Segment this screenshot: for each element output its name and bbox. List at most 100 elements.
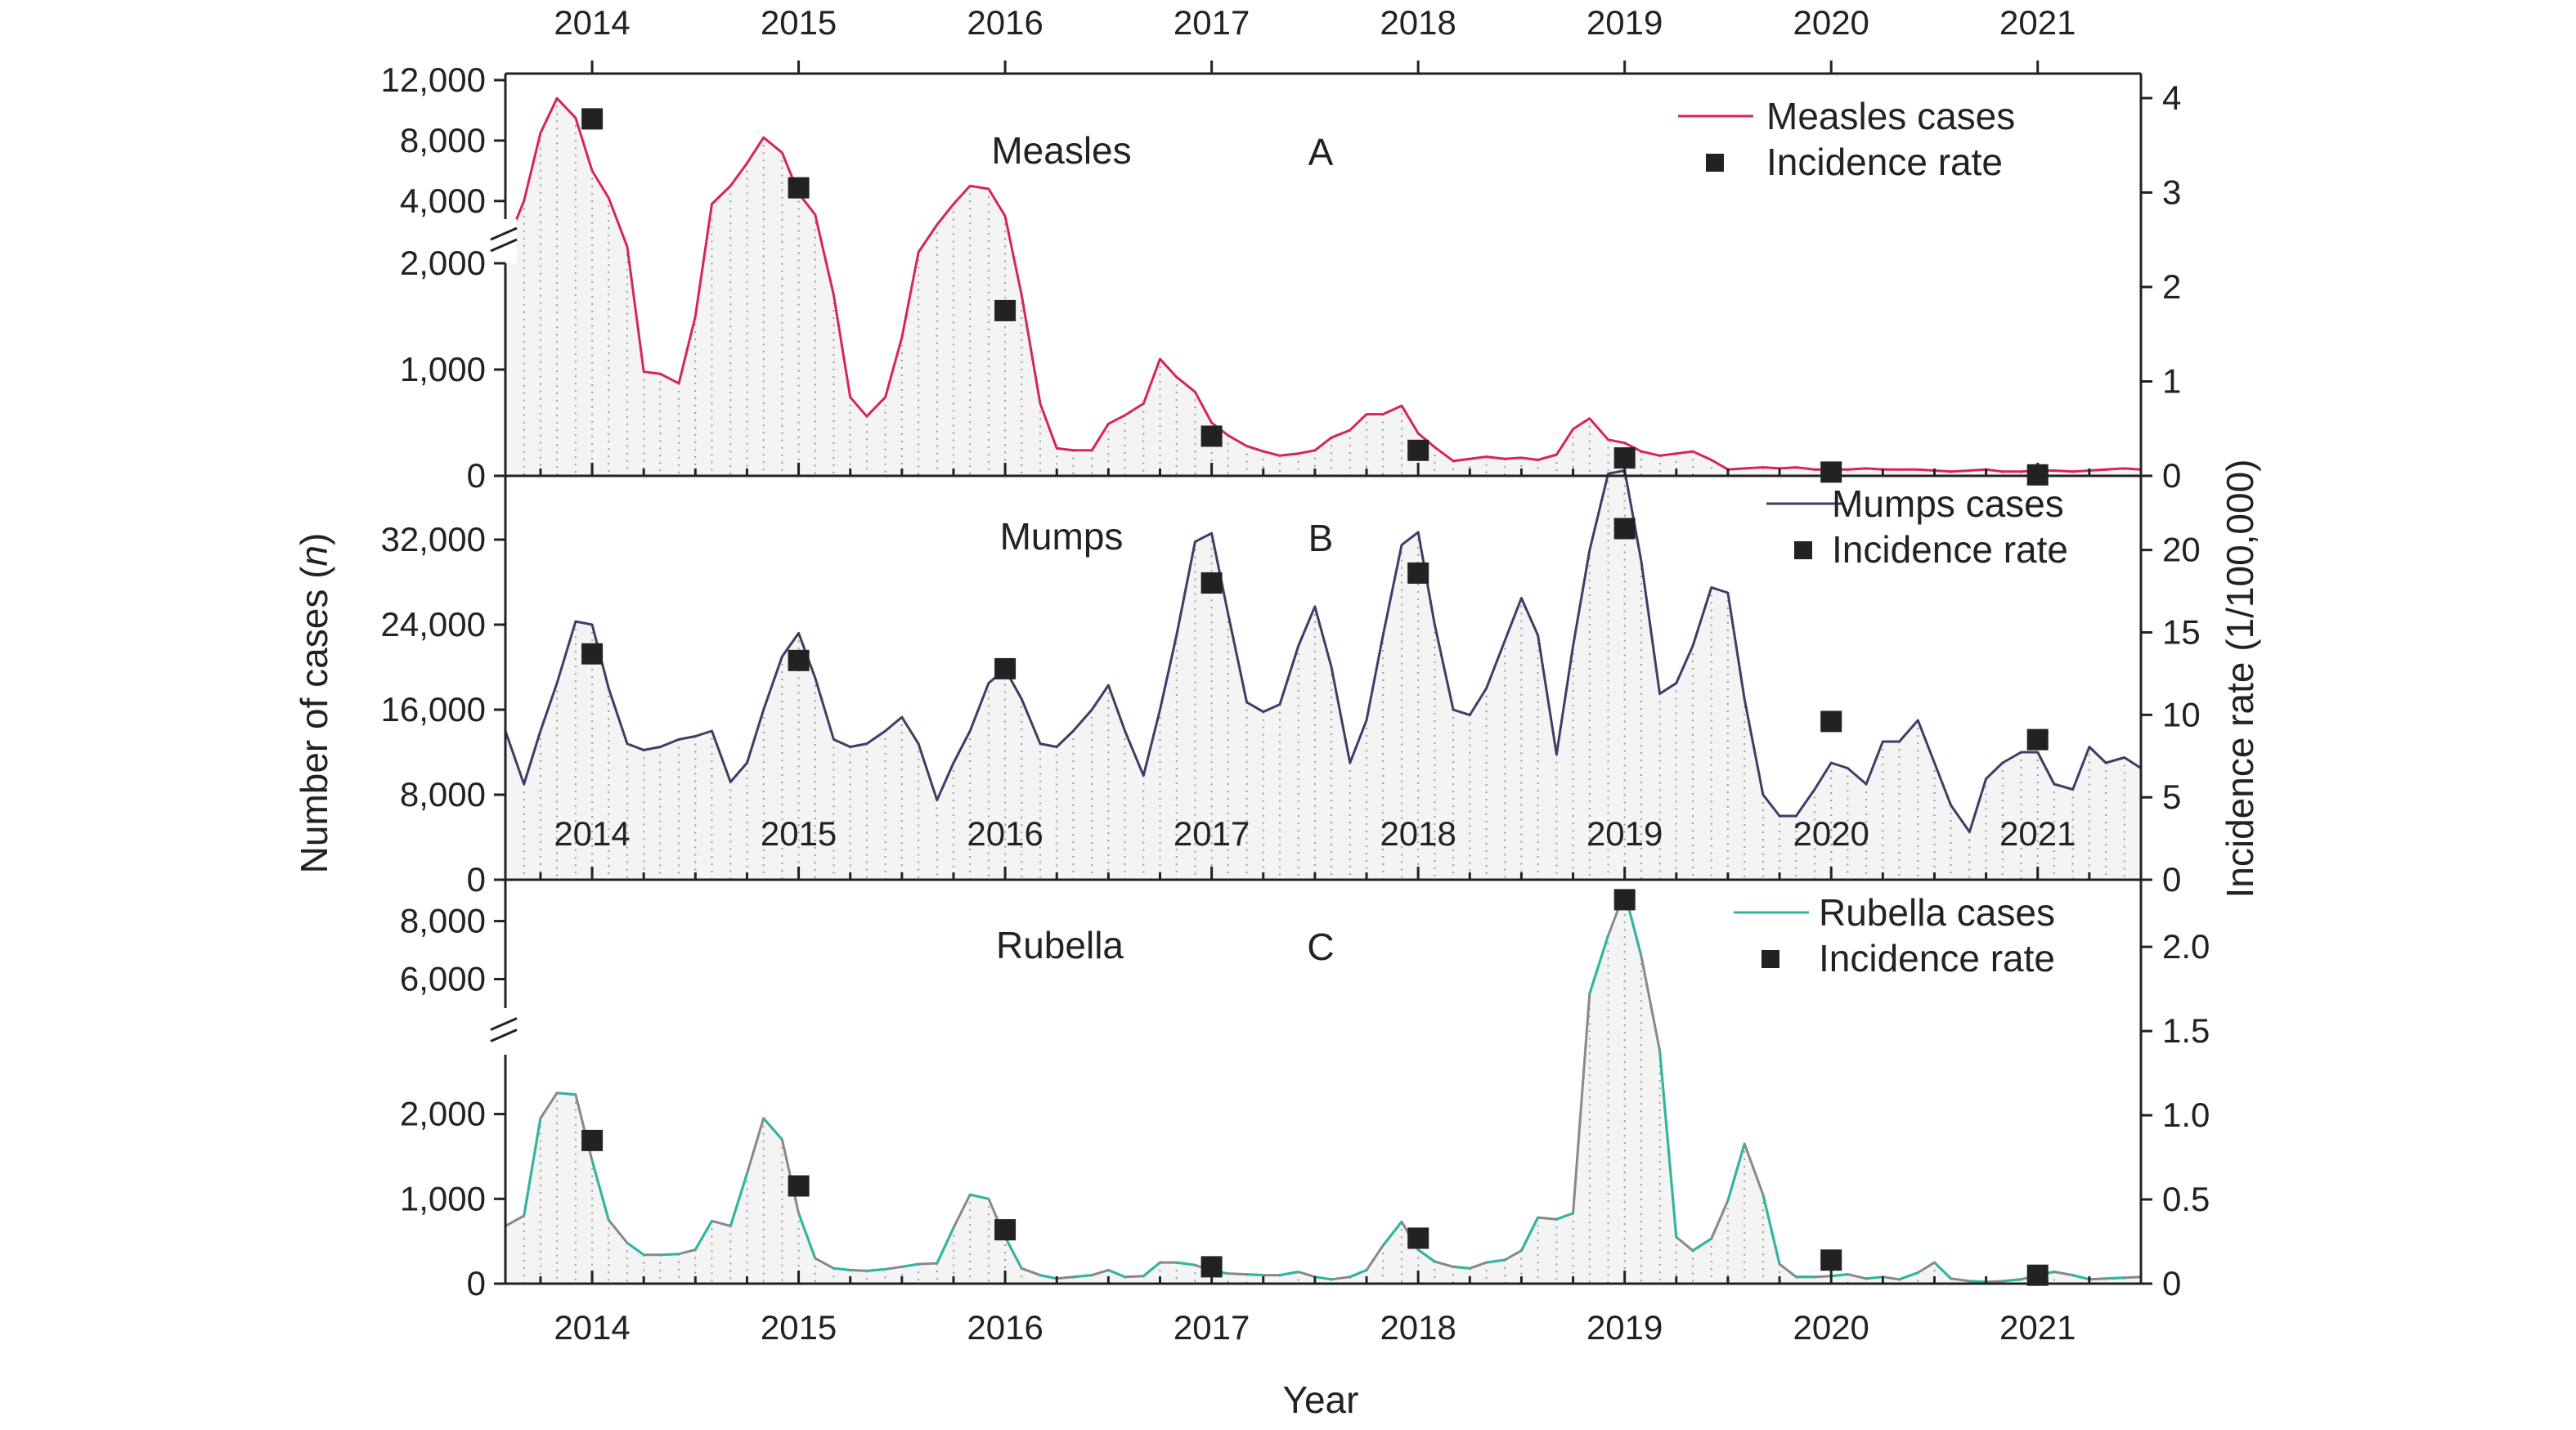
series-line-accent [729, 1172, 748, 1226]
series-line-accent [590, 1160, 610, 1221]
x-tick-label-bottom: 2015 [761, 1308, 837, 1347]
inner-year-label: 2015 [761, 814, 837, 853]
series-line-accent [2002, 1278, 2022, 1283]
y-tick-label-right: 2 [2162, 267, 2181, 306]
y-tick-label-left: 24,000 [381, 605, 486, 643]
series-lines [504, 96, 2142, 1284]
inner-year-label: 2018 [1380, 814, 1456, 853]
incidence-marker [1200, 425, 1223, 447]
incidence-marker [1407, 1227, 1429, 1249]
legend-line-label: Measles cases [1766, 95, 2015, 137]
legend-marker-swatch [1706, 154, 1724, 172]
y-tick-label-left: 1,000 [400, 350, 486, 388]
incidence-marker [788, 649, 810, 671]
x-tick-label-bottom: 2021 [1999, 1308, 2076, 1347]
y-axis-title-left: Number of cases (n) [293, 533, 335, 874]
y-tick-label-left: 6,000 [400, 960, 486, 998]
y-tick-label-right: 1.5 [2162, 1011, 2210, 1050]
series-line-accent [2106, 1276, 2125, 1280]
x-tick-label-top: 2021 [1999, 3, 2076, 42]
y-tick-label-left: 0 [467, 456, 486, 495]
series-line-accent [1486, 1258, 1506, 1264]
series-line-accent [1382, 1221, 1403, 1247]
y-tick-label-right: 5 [2162, 778, 2181, 816]
series-line-accent [1726, 1143, 1746, 1201]
series-line-accent [833, 1266, 850, 1271]
incidence-marker [994, 657, 1016, 679]
series-line-accent [1073, 1274, 1093, 1279]
series-line-accent [1176, 1261, 1196, 1266]
panel-letter-a: A [1308, 131, 1334, 173]
incidence-marker [788, 177, 810, 199]
y-tick-label-right: 0 [2162, 456, 2181, 495]
y-tick-label-right: 4 [2162, 78, 2181, 117]
y-tick-label-left: 8,000 [400, 775, 486, 814]
series-line-accent [1933, 1262, 1952, 1280]
panel-letter-b: B [1308, 517, 1334, 559]
incidence-marker [994, 1219, 1016, 1241]
x-tick-label-bottom: 2014 [554, 1308, 630, 1347]
y-axis-title-left-end: ) [293, 533, 335, 545]
series-line-accent [1107, 1269, 1126, 1279]
y-tick-label-right: 0 [2162, 1264, 2181, 1302]
area-fill-measles [505, 98, 2141, 476]
y-tick-label-left: 2,000 [400, 244, 486, 282]
series-line-accent [626, 1241, 645, 1256]
x-tick-label-bottom: 2017 [1174, 1308, 1250, 1347]
series-line-accent [1279, 1271, 1299, 1277]
legend-marker-swatch [1761, 950, 1779, 968]
y-tick-label-left: 0 [467, 1264, 486, 1302]
y-tick-label-right: 1 [2162, 362, 2181, 401]
incidence-marker [581, 108, 604, 130]
y-tick-label-left: 8,000 [400, 121, 486, 159]
x-tick-label-top: 2020 [1793, 3, 1869, 42]
series-line-accent [762, 1117, 783, 1141]
y-axis-title-right: Incidence rate (1/100,000) [2219, 459, 2261, 898]
series-line-mumps [504, 469, 2142, 833]
incidence-marker [2026, 728, 2049, 751]
y-tick-label-left: 4,000 [400, 182, 486, 220]
inner-year-label: 2020 [1793, 814, 1869, 853]
x-tick-label-bottom: 2019 [1586, 1308, 1663, 1347]
incidence-marker [1613, 889, 1636, 911]
y-tick-label-right: 0.5 [2162, 1180, 2210, 1218]
axis-break-mark [490, 1029, 518, 1042]
legend-line-label: Mumps cases [1832, 482, 2064, 525]
panel-title-rubella: Rubella [996, 924, 1124, 966]
y-tick-label-left: 2,000 [400, 1095, 486, 1133]
series-line-measles [504, 96, 2142, 473]
incidence-marker [1200, 572, 1223, 594]
panel-title-mumps: Mumps [1000, 515, 1124, 558]
x-axis-title: Year [1283, 1378, 1359, 1421]
x-tick-label-top: 2016 [967, 3, 1043, 42]
y-tick-label-right: 15 [2162, 613, 2201, 652]
y-tick-label-left: 16,000 [381, 690, 486, 728]
incidence-marker [1820, 1249, 1842, 1271]
incidence-marker [1407, 439, 1429, 461]
series-line-accent [1969, 1280, 1986, 1284]
y-tick-label-left: 1,000 [400, 1179, 486, 1217]
x-tick-label-bottom: 2020 [1793, 1308, 1869, 1347]
legend-line-label: Rubella cases [1819, 891, 2055, 934]
incidence-marker [994, 299, 1016, 321]
series-line-accent [660, 1253, 680, 1257]
incidence-marker [1407, 562, 1429, 584]
y-tick-label-right: 3 [2162, 173, 2181, 212]
y-axis-title-left-italic: n [293, 545, 335, 567]
series-line-accent [1039, 1274, 1057, 1280]
series-line-accent [969, 1193, 990, 1200]
series-line-accent [1831, 1273, 1848, 1278]
incidence-marker [788, 1175, 810, 1197]
incidence-marker [1613, 518, 1636, 540]
incidence-marker [581, 643, 604, 665]
legend-marker-swatch [1794, 541, 1812, 559]
incidence-marker [581, 1129, 604, 1151]
y-tick-label-left: 12,000 [381, 61, 486, 99]
series-line-accent [1761, 1194, 1781, 1265]
series-line-accent [1142, 1261, 1161, 1277]
series-line-accent [1692, 1237, 1712, 1252]
x-tick-label-top: 2019 [1586, 3, 1663, 42]
series-line-accent [866, 1267, 886, 1272]
legend-marker-label: Incidence rate [1766, 141, 2003, 183]
